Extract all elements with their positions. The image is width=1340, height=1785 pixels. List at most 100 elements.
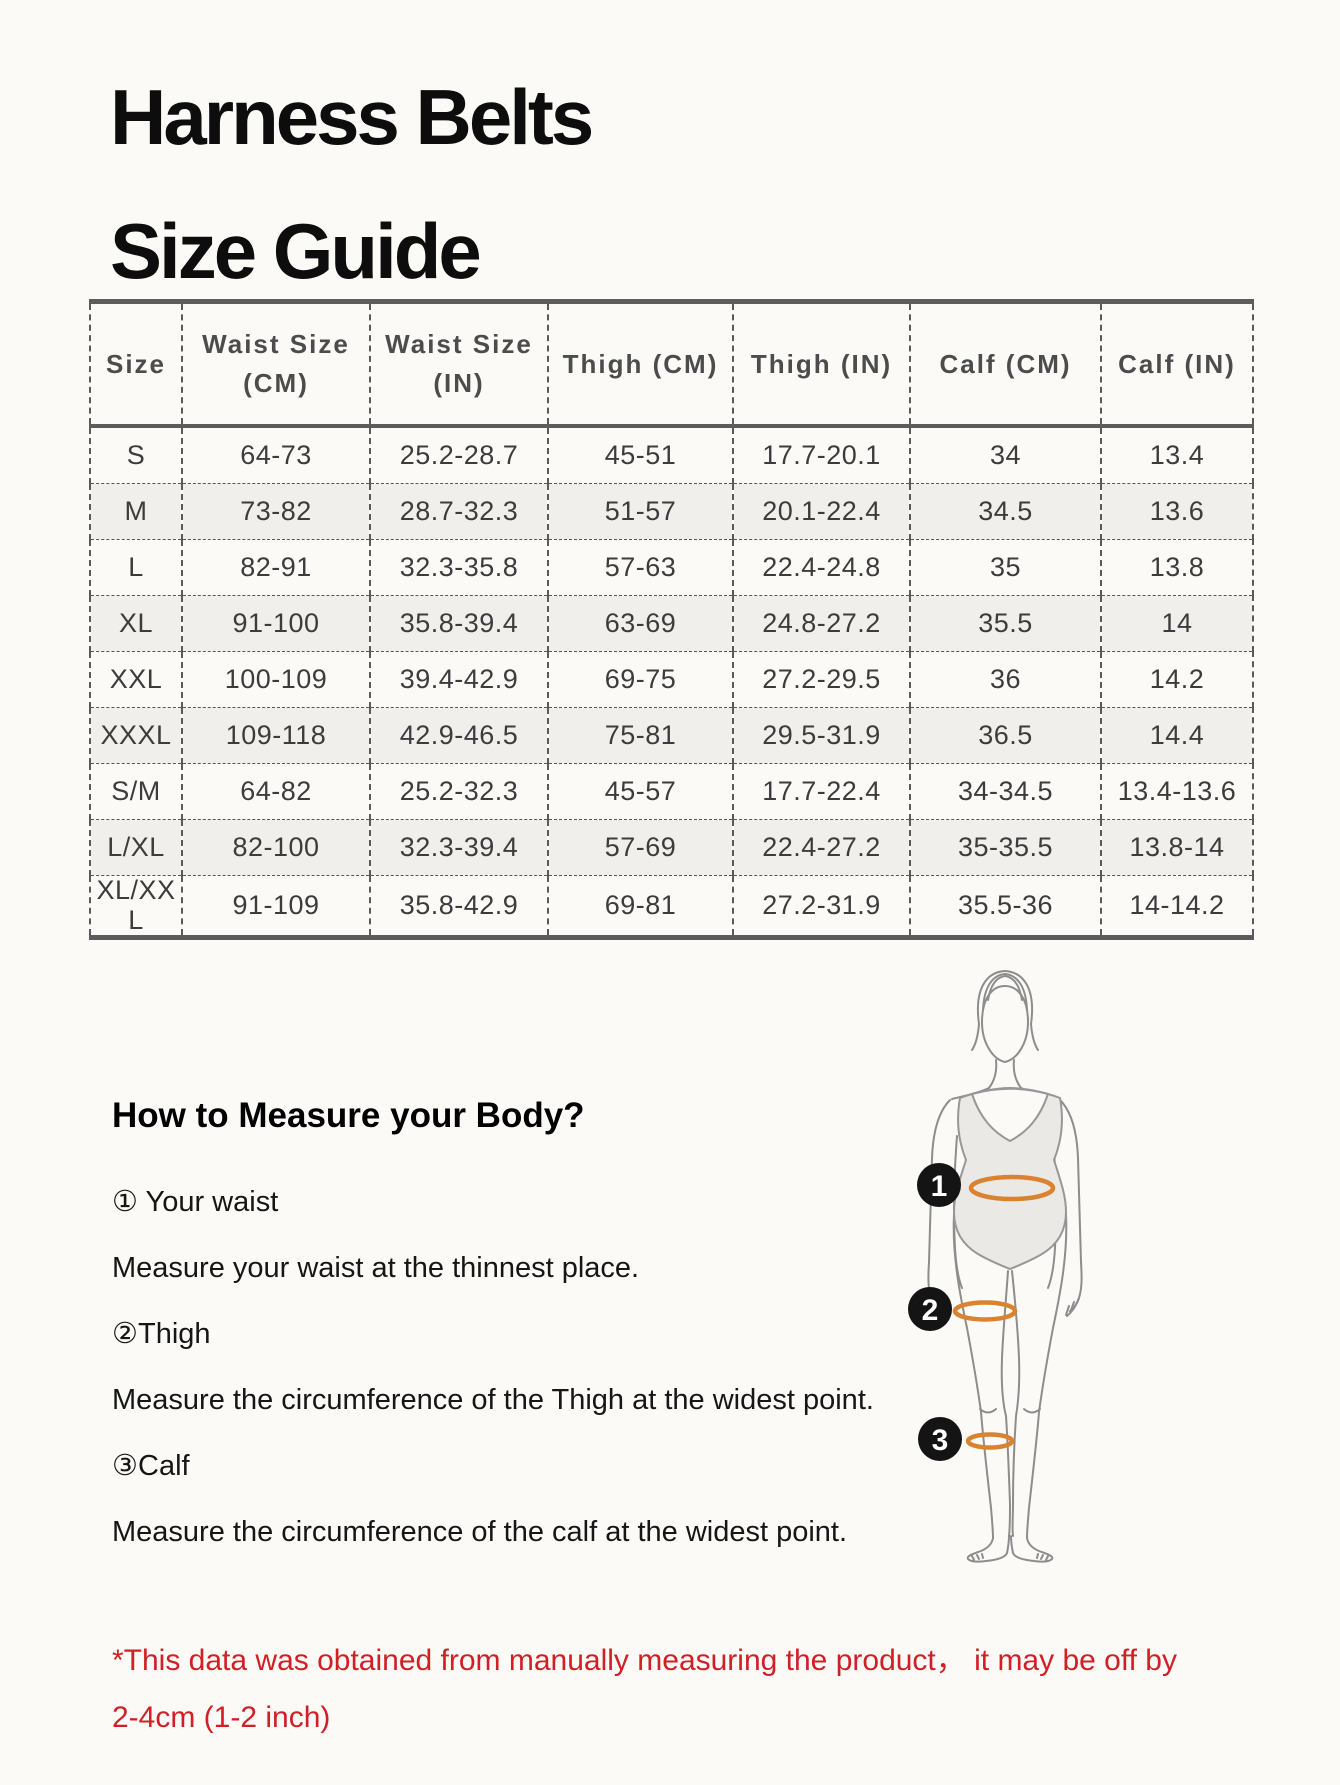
table-row: XXL 100-109 39.4-42.9 69-75 27.2-29.5 36 14.2 — [89, 651, 1253, 708]
hair-side — [971, 1023, 980, 1051]
page-title-line2: Size Guide — [110, 207, 482, 295]
value-cell: 13.6 — [1100, 483, 1253, 540]
right-knee-mark — [1023, 1408, 1041, 1414]
value-cell: 64-82 — [181, 763, 370, 820]
value-cell: 73-82 — [181, 483, 370, 540]
page-title: Harness Belts Size Guide — [110, 50, 594, 318]
value-cell: 82-91 — [181, 539, 370, 596]
table-row: M 73-82 28.7-32.3 51-57 20.1-22.4 34.5 13.6 — [89, 483, 1253, 540]
value-cell: 51-57 — [547, 483, 733, 540]
value-cell: 35.8-39.4 — [369, 595, 548, 652]
waist-badge-circle — [917, 1163, 961, 1207]
value-cell: 64-73 — [181, 426, 370, 484]
waist-measure-line — [968, 1174, 1056, 1202]
value-cell: 45-57 — [547, 763, 733, 820]
size-cell: S — [89, 426, 182, 484]
hair-strand — [987, 975, 1006, 1001]
right-leg-inner — [1011, 1270, 1021, 1537]
table-row: L 82-91 32.3-35.8 57-63 22.4-24.8 35 13.8 — [89, 539, 1253, 596]
thigh-measure-line — [952, 1300, 1018, 1322]
value-cell: 91-100 — [181, 595, 370, 652]
disclaimer-note: *This data was obtained from manually me… — [112, 1632, 1272, 1746]
value-cell: 14.4 — [1100, 707, 1253, 764]
measuring-lines — [952, 1174, 1056, 1450]
size-cell: XL — [89, 595, 182, 652]
value-cell: 14-14.2 — [1100, 874, 1253, 938]
measure-instructions: ① Your waist Measure your waist at the th… — [112, 1186, 932, 1582]
value-cell: 13.8 — [1100, 539, 1253, 596]
value-cell: 35.5-36 — [909, 874, 1101, 938]
value-cell: 24.8-27.2 — [732, 595, 910, 652]
disclaimer-line2: 2-4cm (1-2 inch) — [112, 1701, 331, 1734]
value-cell: 34.5 — [909, 483, 1101, 540]
value-cell: 91-109 — [181, 874, 370, 938]
value-cell: 39.4-42.9 — [369, 651, 548, 708]
calf-badge-circle — [918, 1417, 962, 1461]
left-foot — [966, 1535, 1010, 1563]
value-cell: 34-34.5 — [909, 763, 1101, 820]
value-cell: 109-118 — [181, 707, 370, 764]
v-neckline — [970, 1087, 1050, 1143]
calf-measure-line — [965, 1432, 1015, 1450]
value-cell: 32.3-39.4 — [369, 819, 548, 876]
value-cell: 25.2-28.7 — [369, 426, 548, 484]
measure-section-heading: How to Measure your Body? — [112, 1096, 585, 1135]
size-cell: L/XL — [89, 819, 182, 876]
value-cell: 69-81 — [547, 874, 733, 938]
column-header-5: Calf (CM) — [909, 301, 1101, 428]
table-row: L/XL 82-100 32.3-39.4 57-69 22.4-27.2 35-35.5… — [89, 819, 1253, 876]
hair-outline — [976, 969, 1034, 1025]
value-cell: 28.7-32.3 — [369, 483, 548, 540]
hair-strand — [1004, 975, 1023, 1001]
size-cell: XXXL — [89, 707, 182, 764]
value-cell: 100-109 — [181, 651, 370, 708]
column-header-1: Waist Size (CM) — [181, 301, 370, 428]
size-guide-table: Size Waist Size (CM) Waist Size (IN) Thigh … — [89, 299, 1254, 941]
table-row: S 64-73 25.2-28.7 45-51 17.7-20.1 34 13.4 — [89, 426, 1253, 484]
column-header-2: Waist Size (IN) — [369, 301, 548, 428]
head-outline — [981, 984, 1030, 1064]
thigh-badge-number: 2 — [922, 1294, 939, 1327]
value-cell: 29.5-31.9 — [732, 707, 910, 764]
body-figure-illustration: 1 2 3 — [760, 960, 1120, 1570]
value-cell: 13.4 — [1100, 426, 1253, 484]
value-cell: 17.7-20.1 — [732, 426, 910, 484]
left-leg-inner — [1000, 1270, 1012, 1537]
value-cell: 27.2-29.5 — [732, 651, 910, 708]
value-cell: 34 — [909, 426, 1101, 484]
value-cell: 69-75 — [547, 651, 733, 708]
value-cell: 82-100 — [181, 819, 370, 876]
value-cell: 63-69 — [547, 595, 733, 652]
value-cell: 75-81 — [547, 707, 733, 764]
value-cell: 57-63 — [547, 539, 733, 596]
measure-instruction: ③Calf — [112, 1450, 190, 1482]
size-table-header: Size Waist Size (CM) Waist Size (IN) Thigh … — [89, 301, 1253, 428]
value-cell: 22.4-27.2 — [732, 819, 910, 876]
measure-instruction: Measure the circumference of the Thigh a… — [112, 1384, 874, 1416]
column-header-0: Size — [89, 301, 182, 428]
value-cell: 13.4-13.6 — [1100, 763, 1253, 820]
table-row: S/M 64-82 25.2-32.3 45-57 17.7-22.4 34-34.5 13… — [89, 763, 1253, 820]
calf-badge-number: 3 — [932, 1424, 949, 1457]
right-foot — [1010, 1535, 1054, 1563]
table-row: XXXL 109-118 42.9-46.5 75-81 29.5-31.9 36.5 14… — [89, 707, 1253, 764]
size-cell: L — [89, 539, 182, 596]
column-header-4: Thigh (IN) — [732, 301, 910, 428]
waist-badge-number: 1 — [931, 1170, 948, 1203]
hair-strand — [1004, 973, 1028, 1011]
left-knee-mark — [979, 1408, 997, 1414]
value-cell: 57-69 — [547, 819, 733, 876]
value-cell: 35 — [909, 539, 1101, 596]
measure-instruction: ① Your waist — [112, 1186, 279, 1218]
table-row: XL/XXL 91-109 35.8-42.9 69-81 27.2-31.9 35.5-… — [89, 874, 1253, 938]
size-table-body: S 64-73 25.2-28.7 45-51 17.7-20.1 34 13.4 M 73-8… — [89, 426, 1253, 938]
value-cell: 27.2-31.9 — [732, 874, 910, 938]
value-cell: 36 — [909, 651, 1101, 708]
measure-instruction: Measure the circumference of the calf at… — [112, 1516, 848, 1548]
right-leg-outer — [1026, 1213, 1068, 1539]
neck-line — [1012, 1059, 1022, 1089]
value-cell: 35-35.5 — [909, 819, 1101, 876]
disclaimer-line1: *This data was obtained from manually me… — [112, 1644, 1177, 1677]
value-cell: 14 — [1100, 595, 1253, 652]
